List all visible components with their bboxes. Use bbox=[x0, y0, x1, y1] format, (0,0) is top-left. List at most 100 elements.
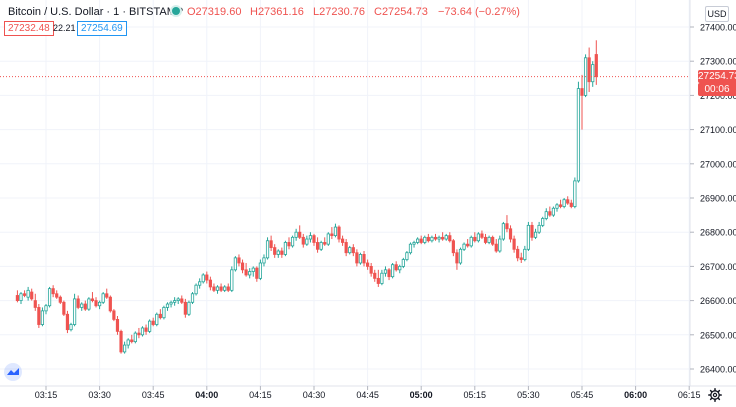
candle bbox=[44, 304, 48, 315]
ohlc-low: L27230.76 bbox=[313, 6, 365, 18]
candle-body bbox=[587, 57, 591, 83]
candle bbox=[155, 312, 159, 327]
candle-body bbox=[290, 236, 295, 247]
candle-body bbox=[194, 284, 198, 295]
candle-body bbox=[165, 303, 170, 308]
candle bbox=[551, 206, 556, 217]
candle-body bbox=[233, 257, 237, 271]
candle-body bbox=[62, 301, 66, 315]
candle bbox=[112, 309, 116, 322]
candle bbox=[523, 245, 527, 262]
candle-body bbox=[65, 313, 70, 331]
candle bbox=[412, 240, 416, 248]
candle-body bbox=[44, 305, 48, 312]
candle bbox=[262, 254, 266, 267]
time-tick-label: 04:30 bbox=[303, 390, 326, 400]
candle-body bbox=[430, 236, 434, 242]
candle bbox=[162, 305, 166, 320]
candle bbox=[358, 252, 363, 265]
candle-body bbox=[337, 226, 341, 240]
candle-body bbox=[426, 236, 430, 242]
bar-countdown: 00:06 bbox=[698, 82, 736, 96]
candle bbox=[240, 259, 245, 274]
price-tick-label: 27400.00 bbox=[700, 23, 736, 33]
candle-body bbox=[15, 295, 20, 302]
candle bbox=[426, 233, 430, 243]
candle-body bbox=[30, 291, 34, 300]
candle-body bbox=[126, 339, 130, 346]
tradingview-logo-icon[interactable] bbox=[4, 363, 22, 381]
currency-button[interactable]: USD bbox=[705, 6, 729, 22]
candle bbox=[362, 251, 366, 267]
candle-body bbox=[255, 267, 259, 279]
candle-body bbox=[405, 252, 409, 260]
buy-button[interactable]: 27254.69 bbox=[77, 21, 127, 36]
candle-body bbox=[248, 271, 252, 276]
candle-body bbox=[158, 313, 162, 319]
candle-body bbox=[412, 242, 416, 245]
candle bbox=[115, 315, 120, 335]
candle-body bbox=[373, 272, 377, 279]
candle bbox=[326, 232, 330, 246]
candle-body bbox=[169, 301, 173, 305]
candle bbox=[541, 216, 545, 228]
last-price-label: 27254.73 bbox=[698, 69, 736, 83]
sell-button[interactable]: 27232.48 bbox=[4, 21, 54, 36]
candle bbox=[276, 249, 280, 258]
time-tick-label: 06:15 bbox=[678, 390, 701, 400]
candle-body bbox=[37, 307, 41, 325]
candle bbox=[394, 261, 398, 272]
candle bbox=[591, 61, 595, 87]
candle-body bbox=[576, 88, 581, 182]
candle-body bbox=[455, 252, 459, 264]
time-tick-label: 03:45 bbox=[142, 390, 165, 400]
candle-body bbox=[458, 248, 463, 264]
time-tick-label: 04:00 bbox=[195, 390, 218, 400]
candle-body bbox=[433, 236, 438, 240]
candle bbox=[215, 285, 220, 294]
candle bbox=[187, 300, 191, 316]
time-axis[interactable]: 03:15 03:30 03:45 04:00 04:15 04:30 04:45 05:00… bbox=[0, 385, 736, 400]
time-tick-label: 05:30 bbox=[517, 390, 540, 400]
candle-body bbox=[33, 300, 37, 308]
price-axis[interactable]: 27400.00 27300.00 27200.00 27100.00 27000.00… bbox=[689, 0, 736, 386]
candle bbox=[244, 262, 248, 277]
candle bbox=[22, 290, 27, 298]
time-tick-label: 05:00 bbox=[410, 390, 433, 400]
candle bbox=[280, 247, 284, 258]
candle bbox=[251, 266, 255, 277]
candle bbox=[90, 292, 95, 303]
candle bbox=[208, 276, 212, 291]
gear-icon[interactable] bbox=[708, 388, 722, 402]
candle-body bbox=[230, 269, 234, 291]
candle-body bbox=[530, 224, 534, 238]
ohlc-close: C27254.73 bbox=[374, 6, 428, 18]
candle-body bbox=[287, 242, 291, 247]
candle-body bbox=[541, 218, 545, 226]
candle-body bbox=[451, 240, 455, 254]
candle-body bbox=[55, 293, 59, 298]
market-status-dot[interactable] bbox=[172, 7, 180, 15]
candle bbox=[419, 235, 423, 245]
candle bbox=[15, 290, 20, 303]
candle bbox=[151, 317, 155, 327]
candle-body bbox=[112, 310, 116, 320]
candle bbox=[391, 262, 395, 279]
candle-body bbox=[551, 207, 556, 216]
candle bbox=[315, 237, 320, 253]
candle-body bbox=[383, 269, 388, 274]
candle-body bbox=[473, 236, 477, 242]
candle bbox=[233, 256, 237, 272]
candle bbox=[212, 283, 216, 293]
candle bbox=[516, 245, 520, 262]
candle-body bbox=[498, 238, 502, 252]
candle-body bbox=[151, 320, 155, 325]
candle-body bbox=[280, 250, 284, 255]
candle-body bbox=[40, 310, 45, 325]
candle-body bbox=[205, 274, 209, 281]
candle-body bbox=[69, 324, 73, 331]
candle bbox=[337, 225, 341, 243]
candle bbox=[140, 326, 145, 337]
candle-body bbox=[148, 320, 152, 332]
